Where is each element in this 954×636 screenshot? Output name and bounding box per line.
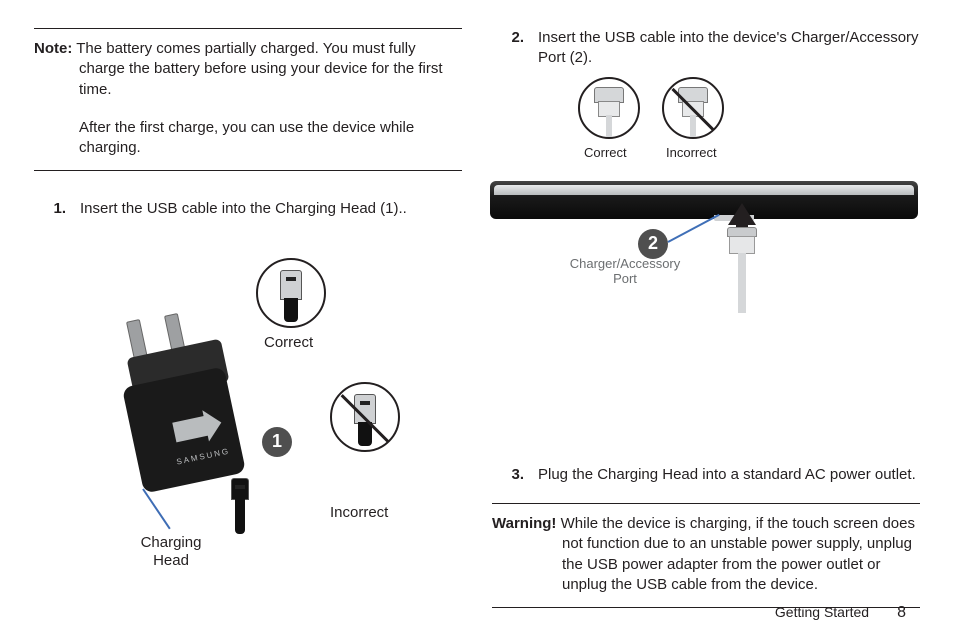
usb-cable-into-charger-icon bbox=[218, 478, 262, 536]
warning-paragraph: Warning! While the device is charging, i… bbox=[492, 514, 920, 595]
insert-arrow-icon bbox=[728, 203, 756, 225]
rule-under-note bbox=[34, 170, 462, 171]
figure-device-port: Correct Incorrect 2 Charger/Accessory Po… bbox=[492, 75, 920, 447]
note-body-1: The battery comes partially charged. You… bbox=[76, 40, 442, 98]
rule-above-warning bbox=[492, 503, 920, 504]
warning-label: Warning! bbox=[492, 515, 556, 532]
step-3-number: 3. bbox=[492, 465, 524, 485]
warning-body: While the device is charging, if the tou… bbox=[561, 515, 915, 593]
step-badge-2: 2 bbox=[638, 229, 668, 259]
step-1-number: 1. bbox=[34, 199, 66, 219]
step-1: 1. Insert the USB cable into the Chargin… bbox=[34, 199, 462, 219]
correct-label: Correct bbox=[264, 334, 313, 351]
note-block: Note: The battery comes partially charge… bbox=[34, 39, 462, 158]
step-2: 2. Insert the USB cable into the device'… bbox=[492, 28, 920, 69]
dock-connector-incorrect-icon bbox=[662, 77, 724, 139]
rule-top-left bbox=[34, 28, 462, 29]
connector-incorrect-icon bbox=[330, 382, 400, 452]
left-column: Note: The battery comes partially charge… bbox=[34, 28, 462, 618]
dock-connector-correct-icon bbox=[578, 77, 640, 139]
step-3-text: Plug the Charging Head into a standard A… bbox=[538, 465, 920, 485]
warning-block: Warning! While the device is charging, i… bbox=[492, 495, 920, 618]
tablet-device-icon bbox=[490, 181, 918, 219]
step-3: 3. Plug the Charging Head into a standar… bbox=[492, 465, 920, 485]
footer-page-number: 8 bbox=[897, 604, 906, 622]
page-footer: Getting Started 8 bbox=[775, 604, 906, 622]
incorrect-label: Incorrect bbox=[330, 504, 388, 521]
note-paragraph-1: Note: The battery comes partially charge… bbox=[34, 39, 462, 100]
step-2-text: Insert the USB cable into the device's C… bbox=[538, 28, 920, 69]
callout-line-icon bbox=[142, 488, 170, 529]
note-label: Note: bbox=[34, 40, 72, 57]
footer-section: Getting Started bbox=[775, 604, 869, 620]
figure-charging-head: SAMSUNG 1 Charging Head Correct Incorrec… bbox=[34, 234, 462, 619]
correct-label: Correct bbox=[584, 145, 627, 160]
step-badge-1: 1 bbox=[262, 427, 292, 457]
page: Note: The battery comes partially charge… bbox=[0, 0, 954, 636]
note-paragraph-2: After the first charge, you can use the … bbox=[34, 118, 462, 159]
right-column: 2. Insert the USB cable into the device'… bbox=[492, 28, 920, 618]
incorrect-label: Incorrect bbox=[666, 145, 717, 160]
connector-correct-icon bbox=[256, 258, 326, 328]
charger-accessory-port-label: Charger/Accessory Port bbox=[560, 256, 690, 287]
charging-head-label: Charging Head bbox=[126, 534, 216, 570]
step-1-text: Insert the USB cable into the Charging H… bbox=[80, 199, 462, 219]
step-2-number: 2. bbox=[492, 28, 524, 69]
dock-connector-big-icon bbox=[724, 227, 760, 267]
